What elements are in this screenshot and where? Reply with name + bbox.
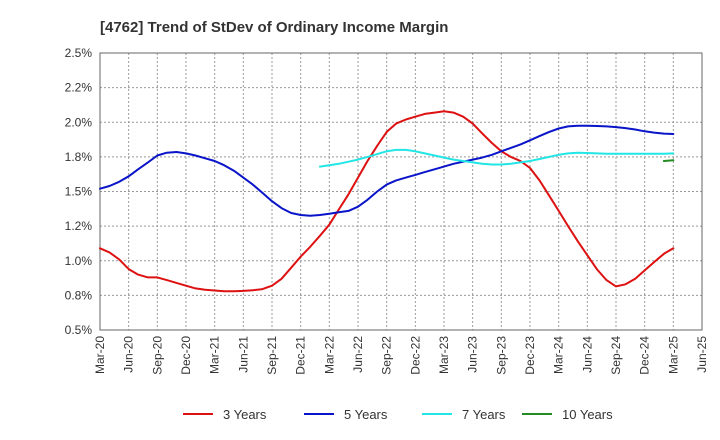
x-tick-label: Mar-24	[552, 336, 566, 374]
y-tick-label: 1.2%	[65, 219, 93, 233]
x-tick-label: Sep-24	[609, 336, 623, 375]
x-tick-label: Jun-22	[351, 336, 365, 373]
x-axis: Mar-20 Jun-20 Sep-20 Dec-20 Mar-21 Jun-21 Sep-…	[93, 336, 709, 375]
x-tick-label: Jun-21	[236, 336, 250, 373]
x-tick-label: Mar-23	[437, 336, 451, 374]
x-tick-label: Jun-25	[695, 336, 709, 373]
legend-label-10-years: 10 Years	[562, 407, 613, 422]
x-tick-label: Mar-21	[208, 336, 222, 374]
x-tick-label: Sep-21	[265, 336, 279, 375]
legend-label-3-years: 3 Years	[223, 407, 267, 422]
series-line-5-years	[99, 124, 675, 217]
y-tick-label: 1.8%	[65, 150, 93, 164]
x-tick-label: Dec-24	[638, 336, 652, 375]
y-tick-label: 1.0%	[65, 254, 93, 268]
x-tick-label: Dec-23	[523, 336, 537, 375]
x-tick-label: Sep-23	[494, 336, 508, 375]
legend: 3 Years 5 Years 7 Years 10 Years	[183, 407, 613, 422]
x-tick-label: Dec-21	[294, 336, 308, 375]
x-tick-label: Mar-20	[93, 336, 107, 374]
chart-title: [4762] Trend of StDev of Ordinary Income…	[100, 19, 448, 36]
x-tick-label: Jun-20	[122, 336, 136, 373]
series-line-3-years	[99, 110, 675, 293]
plot-frame	[99, 52, 703, 331]
series-lines	[99, 110, 675, 293]
x-tick-label: Jun-24	[580, 336, 594, 373]
y-tick-label: 0.5%	[65, 323, 93, 337]
y-tick-label: 1.5%	[65, 185, 93, 199]
y-tick-label: 2.5%	[65, 46, 93, 60]
x-tick-label: Dec-20	[179, 336, 193, 375]
x-tick-label: Mar-25	[666, 336, 680, 374]
y-tick-label: 2.0%	[65, 115, 93, 129]
x-tick-label: Mar-22	[322, 336, 336, 374]
x-tick-label: Sep-20	[150, 336, 164, 375]
x-tick-label: Jun-23	[466, 336, 480, 373]
y-axis: 0.5% 0.8% 1.0% 1.2% 1.5% 1.8% 2.0% 2.2% 2.5%	[65, 46, 93, 337]
series-line-7-years	[318, 148, 675, 168]
grid	[99, 52, 703, 331]
y-tick-label: 2.2%	[65, 81, 93, 95]
legend-label-7-years: 7 Years	[462, 407, 506, 422]
x-tick-label: Sep-22	[380, 336, 394, 375]
legend-label-5-years: 5 Years	[344, 407, 388, 422]
y-tick-label: 0.8%	[65, 288, 93, 302]
series-line-10-years	[662, 159, 675, 162]
x-tick-label: Dec-22	[408, 336, 422, 375]
